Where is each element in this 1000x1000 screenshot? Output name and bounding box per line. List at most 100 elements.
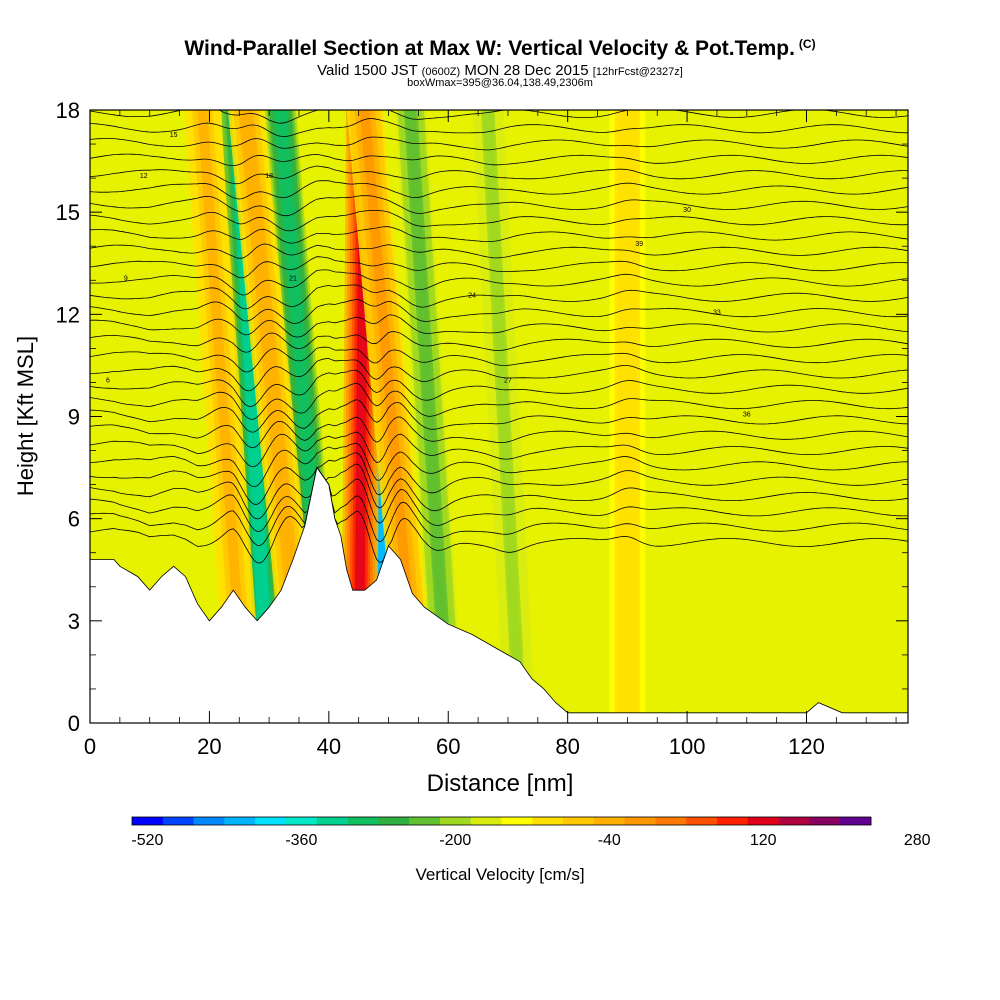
colorbar-swatch	[470, 817, 502, 825]
colorbar-swatch	[378, 817, 410, 825]
theta-contour-label: 18	[265, 173, 273, 180]
theta-contour-line	[90, 299, 908, 324]
colorbar-swatch	[747, 817, 779, 825]
downdraft-band-1-level-5	[232, 110, 274, 723]
x-tick-label: 40	[317, 734, 341, 759]
colorbar-swatch	[285, 817, 318, 825]
theta-contour-line	[90, 243, 908, 259]
colorbar-swatch	[809, 817, 841, 825]
colorbar-swatch	[439, 817, 472, 825]
copyright-mark: (C)	[798, 37, 816, 51]
theta-contour-line	[90, 153, 908, 166]
colorbar-swatch	[532, 817, 564, 825]
theta-contour-label: 9	[124, 275, 128, 282]
theta-contour-line	[90, 210, 908, 232]
theta-contour-label: 36	[743, 412, 751, 419]
theta-contour-label: 30	[683, 207, 691, 214]
subtitle-utc: (0600Z)	[421, 66, 461, 78]
x-axis-label: Distance [nm]	[427, 770, 574, 797]
colorbar-tick-label: -200	[439, 832, 471, 849]
colorbar-swatch	[409, 817, 441, 825]
theta-contour-line	[90, 382, 908, 420]
downdraft-band-4-level-5	[483, 110, 525, 723]
colorbar-tick-label: 280	[904, 832, 931, 849]
theta-contour-label: 39	[635, 241, 643, 248]
updraft-band-4-level-5	[622, 110, 633, 723]
y-tick-label: 3	[68, 609, 80, 634]
updraft-band-2-level-5	[197, 110, 251, 723]
updraft-band-3-level-5	[359, 110, 424, 723]
colorbar-swatch	[224, 817, 256, 825]
colorbar-label: Vertical Velocity [cm/s]	[415, 865, 584, 884]
x-tick-label: 120	[788, 734, 825, 759]
theta-contour-line	[90, 165, 908, 185]
colorbar-swatch	[778, 817, 810, 825]
theta-contour-line	[90, 314, 908, 338]
terrain-mask	[90, 466, 908, 723]
theta-contour-label: 12	[140, 173, 148, 180]
x-tick-label: 100	[669, 734, 706, 759]
x-tick-label: 80	[555, 734, 579, 759]
theta-contour-line	[90, 269, 908, 296]
theta-contour-line	[90, 346, 908, 373]
theta-contour-line	[90, 466, 908, 546]
theta-contour-line	[90, 399, 908, 433]
theta-contour-label: 27	[504, 377, 512, 384]
colorbar-tick-label: -40	[598, 832, 621, 849]
colorbar-swatch	[686, 817, 718, 825]
chart-title: Wind-Parallel Section at Max W: Vertical…	[0, 37, 1000, 61]
colorbar-tick-label: 120	[750, 832, 777, 849]
y-tick-label: 0	[68, 711, 80, 736]
theta-contour-line	[90, 442, 908, 488]
colorbar-frame	[131, 816, 872, 826]
subtitle-fcst: [12hrFcst@2327z]	[592, 66, 683, 78]
colorbar-tick-label: -520	[131, 832, 163, 849]
colorbar-swatch	[655, 817, 687, 825]
theta-contour-line	[90, 110, 908, 124]
colorbar-swatch	[132, 817, 164, 825]
y-tick-label: 6	[68, 507, 80, 532]
y-tick-label: 18	[56, 98, 80, 123]
colorbar-tick-label: -360	[285, 832, 317, 849]
theta-contour-label: 6	[106, 377, 110, 384]
colorbar: -520-360-200-40120280440	[131, 816, 931, 849]
theta-contour-line	[90, 226, 908, 244]
theta-contours: 6 9 12 15 18 21 24 27 30 33 36 39	[90, 110, 908, 564]
theta-contour-line	[90, 416, 908, 449]
y-axis-label: Height [Kft MSL]	[13, 336, 38, 496]
chart-title-text: Wind-Parallel Section at Max W: Vertical…	[184, 37, 795, 60]
x-tick-label: 20	[197, 734, 221, 759]
colorbar-swatch	[563, 817, 595, 825]
colorbar-swatch	[840, 817, 872, 825]
theta-contour-line	[90, 256, 908, 279]
theta-contour-line	[90, 431, 908, 468]
theta-contour-line	[90, 369, 908, 408]
colorbar-swatch	[162, 817, 194, 825]
y-tick-label: 15	[56, 200, 80, 225]
colorbar-swatch	[193, 817, 225, 825]
theta-contour-line	[90, 180, 908, 200]
colorbar-swatch	[316, 817, 348, 825]
theta-contour-line	[90, 466, 908, 532]
colorbar-swatch	[501, 817, 533, 825]
colorbar-swatch	[624, 817, 656, 825]
theta-contour-line	[90, 358, 908, 392]
theta-contour-label: 21	[289, 275, 297, 282]
y-tick-label: 12	[56, 302, 80, 327]
theta-contour-line	[90, 136, 908, 151]
colorbar-swatch	[593, 817, 625, 825]
theta-contour-label: 33	[713, 309, 721, 316]
subtitle-date: MON 28 Dec 2015	[464, 62, 589, 79]
theta-contour-label: 15	[170, 132, 178, 139]
theta-contour-line	[90, 195, 908, 217]
theta-contour-line	[90, 463, 908, 520]
x-tick-label: 60	[436, 734, 460, 759]
theta-contour-line	[90, 466, 908, 564]
subtitle-valid: Valid 1500 JST	[317, 62, 418, 79]
chart-subtitle: Valid 1500 JST (0600Z) MON 28 Dec 2015 […	[0, 62, 1000, 79]
theta-contour-line	[90, 284, 908, 310]
theta-contour-label: 24	[468, 292, 476, 299]
colorbar-swatch	[255, 817, 287, 825]
theta-contour-line	[90, 118, 908, 138]
